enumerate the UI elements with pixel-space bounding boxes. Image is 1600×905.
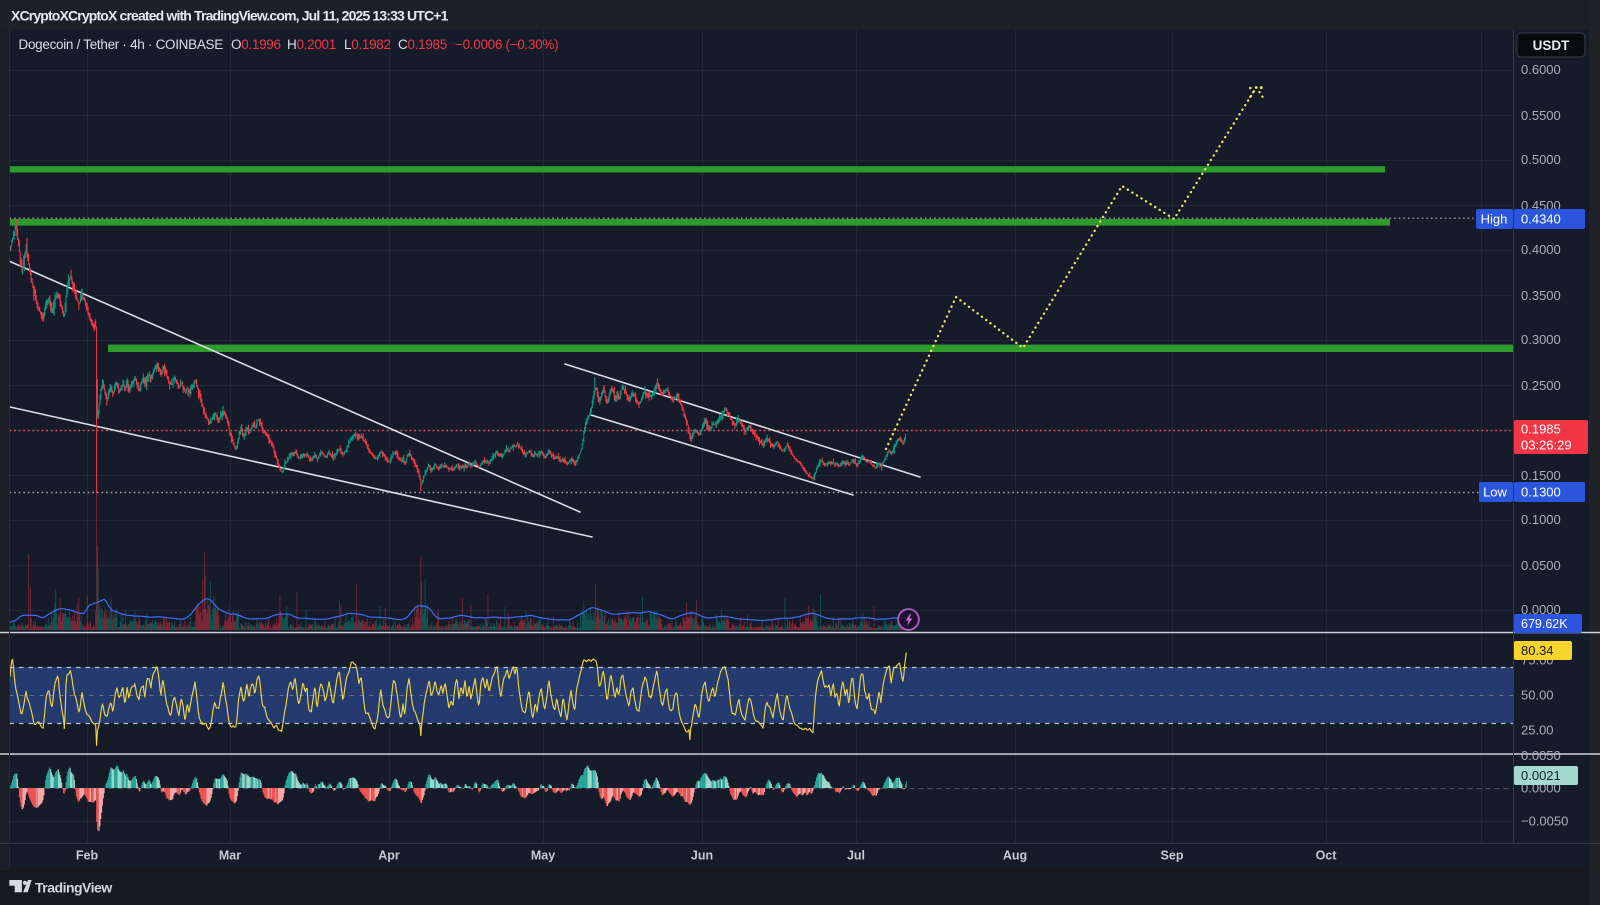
- svg-text:Feb: Feb: [76, 849, 99, 863]
- svg-text:50.00: 50.00: [1521, 688, 1554, 703]
- svg-text:TradingView: TradingView: [35, 880, 112, 896]
- svg-text:0.0000: 0.0000: [1521, 602, 1561, 617]
- svg-text:H0.2001: H0.2001: [287, 37, 336, 52]
- svg-text:679.62K: 679.62K: [1521, 617, 1568, 631]
- svg-text:−0.0050: −0.0050: [1521, 814, 1568, 829]
- svg-text:Dogecoin / Tether · 4h · COINB: Dogecoin / Tether · 4h · COINBASE: [19, 37, 224, 52]
- svg-text:0.2500: 0.2500: [1521, 378, 1561, 393]
- svg-text:0.3500: 0.3500: [1521, 288, 1561, 303]
- svg-text:0.5500: 0.5500: [1521, 108, 1561, 123]
- svg-text:80.34: 80.34: [1521, 643, 1554, 658]
- svg-text:C0.1985: C0.1985: [398, 37, 447, 52]
- svg-text:0.0021: 0.0021: [1521, 768, 1561, 783]
- svg-text:0.5000: 0.5000: [1521, 152, 1561, 167]
- svg-text:Low: Low: [1483, 485, 1507, 500]
- svg-text:0.1500: 0.1500: [1521, 468, 1561, 483]
- svg-text:03:26:29: 03:26:29: [1521, 438, 1572, 453]
- svg-text:0.1985: 0.1985: [1521, 422, 1561, 437]
- svg-text:XCryptoXCryptoX created with T: XCryptoXCryptoX created with TradingView…: [11, 8, 449, 24]
- svg-text:0.0050: 0.0050: [1521, 748, 1561, 763]
- svg-text:0.3000: 0.3000: [1521, 332, 1561, 347]
- svg-text:O0.1996: O0.1996: [231, 37, 281, 52]
- svg-text:0.0500: 0.0500: [1521, 558, 1561, 573]
- svg-text:0.1000: 0.1000: [1521, 512, 1561, 527]
- svg-text:−0.0006 (−0.30%): −0.0006 (−0.30%): [455, 37, 558, 52]
- svg-text:Oct: Oct: [1316, 849, 1338, 863]
- svg-text:Apr: Apr: [378, 849, 400, 863]
- svg-text:0.1300: 0.1300: [1521, 485, 1561, 500]
- svg-text:Sep: Sep: [1161, 849, 1184, 863]
- svg-text:May: May: [531, 849, 555, 863]
- svg-text:0.6000: 0.6000: [1521, 62, 1561, 77]
- svg-text:25.00: 25.00: [1521, 723, 1554, 738]
- svg-text:Jun: Jun: [691, 849, 713, 863]
- svg-text:Aug: Aug: [1003, 849, 1027, 863]
- svg-text:L0.1982: L0.1982: [344, 37, 391, 52]
- svg-text:USDT: USDT: [1533, 38, 1571, 53]
- svg-text:Mar: Mar: [219, 849, 241, 863]
- svg-text:Jul: Jul: [847, 849, 865, 863]
- svg-text:0.4340: 0.4340: [1521, 212, 1561, 227]
- svg-text:0.4000: 0.4000: [1521, 242, 1561, 257]
- svg-text:High: High: [1481, 212, 1508, 227]
